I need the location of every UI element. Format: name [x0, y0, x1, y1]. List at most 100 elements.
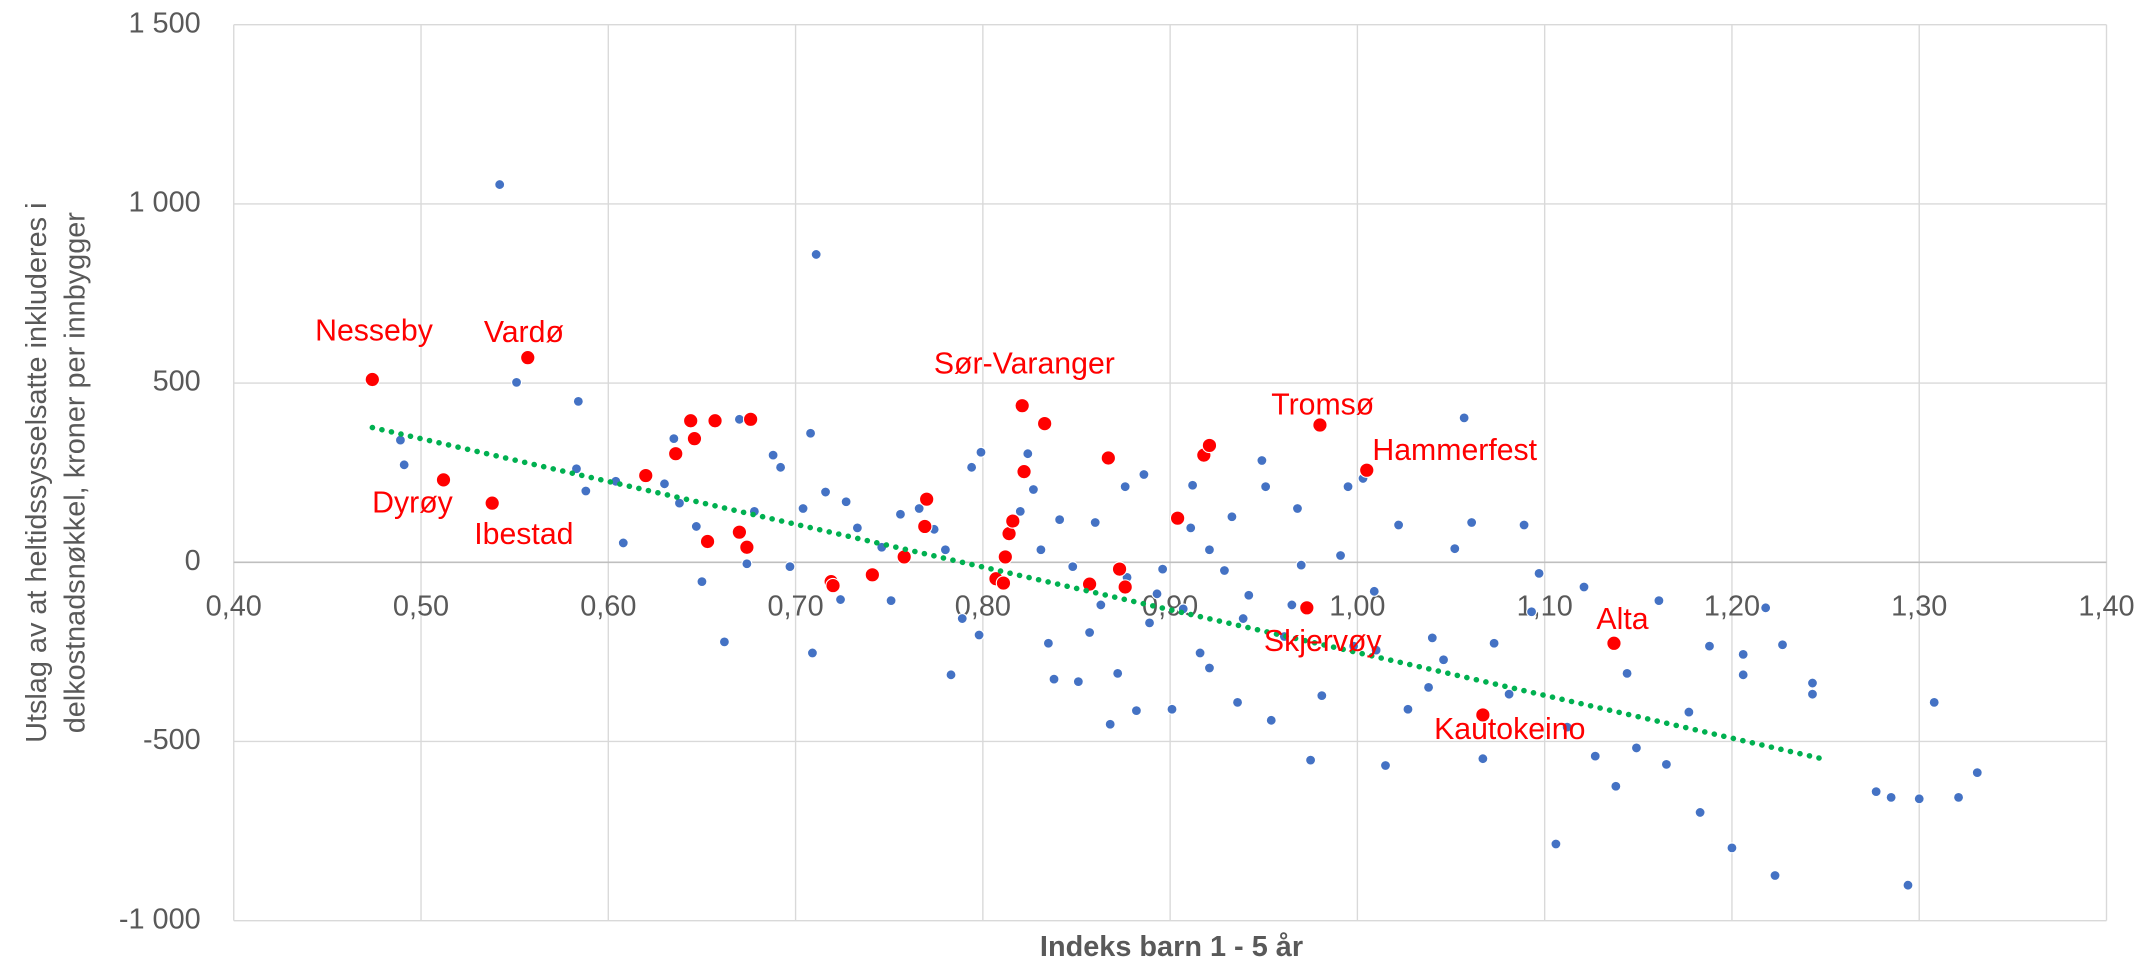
- point: [995, 575, 1012, 591]
- point: [1042, 637, 1054, 649]
- trend-line: [369, 424, 1825, 762]
- y-axis-label-line: delkostnadsnøkkel, kroner per innbygger: [60, 212, 92, 734]
- point: [1016, 463, 1032, 480]
- y-axis-label: Utslag av at heltidssysselsatte inkluder…: [21, 202, 92, 742]
- point: [1048, 673, 1060, 685]
- point: [1402, 703, 1414, 715]
- y-tick-label: -1 000: [119, 903, 201, 935]
- y-axis-label-line: Utslag av at heltidssysselsatte inkluder…: [21, 202, 53, 742]
- point: [1660, 758, 1672, 770]
- point: [975, 446, 987, 458]
- point: [885, 595, 897, 607]
- point: [1458, 412, 1470, 424]
- point: [1138, 468, 1150, 480]
- annotation: Alta: [1596, 603, 1648, 636]
- point: [1265, 714, 1277, 726]
- point: [1166, 703, 1178, 715]
- point: [1194, 647, 1206, 659]
- point: [1095, 599, 1107, 611]
- point: [1503, 688, 1515, 700]
- point: [1295, 559, 1307, 571]
- point: [1232, 696, 1244, 708]
- x-tick-label: 0,40: [206, 590, 262, 622]
- point: [484, 495, 500, 511]
- point: [1438, 654, 1450, 666]
- point: [1726, 842, 1738, 854]
- point: [1475, 707, 1491, 723]
- point: [1971, 767, 1983, 779]
- point: [1769, 870, 1781, 881]
- point: [1036, 415, 1053, 432]
- point: [1342, 481, 1354, 493]
- point: [1953, 791, 1965, 803]
- point: [797, 503, 809, 515]
- point: [1526, 606, 1538, 618]
- point: [896, 549, 912, 565]
- point: [733, 413, 745, 425]
- point: [1533, 567, 1545, 579]
- point: [767, 449, 779, 461]
- point: [696, 576, 708, 588]
- point: [1286, 599, 1298, 611]
- point: [1449, 543, 1461, 555]
- point: [580, 485, 592, 497]
- annotation: Skjervøy: [1264, 625, 1383, 658]
- point: [1203, 544, 1215, 556]
- point: [1312, 417, 1328, 433]
- point: [894, 508, 906, 520]
- y-tick-label: 500: [153, 366, 201, 398]
- point: [617, 537, 629, 549]
- point: [851, 522, 863, 534]
- point: [707, 413, 723, 429]
- point: [1550, 838, 1562, 850]
- point: [1117, 579, 1133, 595]
- y-tick-label: -500: [143, 724, 201, 756]
- point: [1737, 648, 1749, 660]
- point: [864, 567, 881, 583]
- point: [1111, 561, 1128, 577]
- point: [1653, 595, 1665, 607]
- point: [966, 461, 978, 473]
- annotation: Vardø: [484, 316, 564, 349]
- point: [658, 478, 670, 490]
- point: [945, 669, 957, 681]
- point: [1806, 688, 1818, 700]
- point: [1185, 522, 1197, 534]
- point: [1014, 397, 1030, 414]
- x-tick-label: 1,30: [1891, 590, 1947, 622]
- annotation: Tromsø: [1271, 389, 1374, 422]
- point: [494, 179, 506, 191]
- annotation: Nesseby: [315, 315, 434, 348]
- point: [1335, 549, 1347, 561]
- point: [1089, 517, 1101, 529]
- y-tick-label: 0: [185, 545, 201, 577]
- point: [1260, 481, 1272, 493]
- point: [1067, 561, 1079, 573]
- point: [520, 349, 536, 366]
- point: [1621, 667, 1633, 679]
- point: [825, 577, 841, 594]
- point: [638, 467, 654, 484]
- point: [1606, 635, 1622, 651]
- point: [668, 433, 680, 445]
- y-tick-label: 1 500: [128, 7, 200, 39]
- point: [1014, 505, 1026, 517]
- point: [805, 427, 817, 439]
- point: [917, 518, 933, 535]
- point: [1466, 517, 1478, 529]
- point: [939, 544, 951, 556]
- point: [731, 524, 748, 540]
- x-tick-label: 1,40: [2078, 590, 2134, 622]
- point: [1777, 639, 1789, 651]
- point: [1806, 677, 1818, 689]
- point: [918, 491, 935, 507]
- point: [1203, 662, 1215, 674]
- point: [1005, 513, 1021, 529]
- x-axis-label: Indeks barn 1 - 5 år: [1040, 931, 1303, 963]
- point: [739, 539, 755, 555]
- point: [1218, 565, 1230, 577]
- point: [1488, 637, 1500, 649]
- point: [572, 395, 584, 407]
- annotation: Dyrøy: [372, 486, 454, 519]
- point: [1902, 879, 1914, 891]
